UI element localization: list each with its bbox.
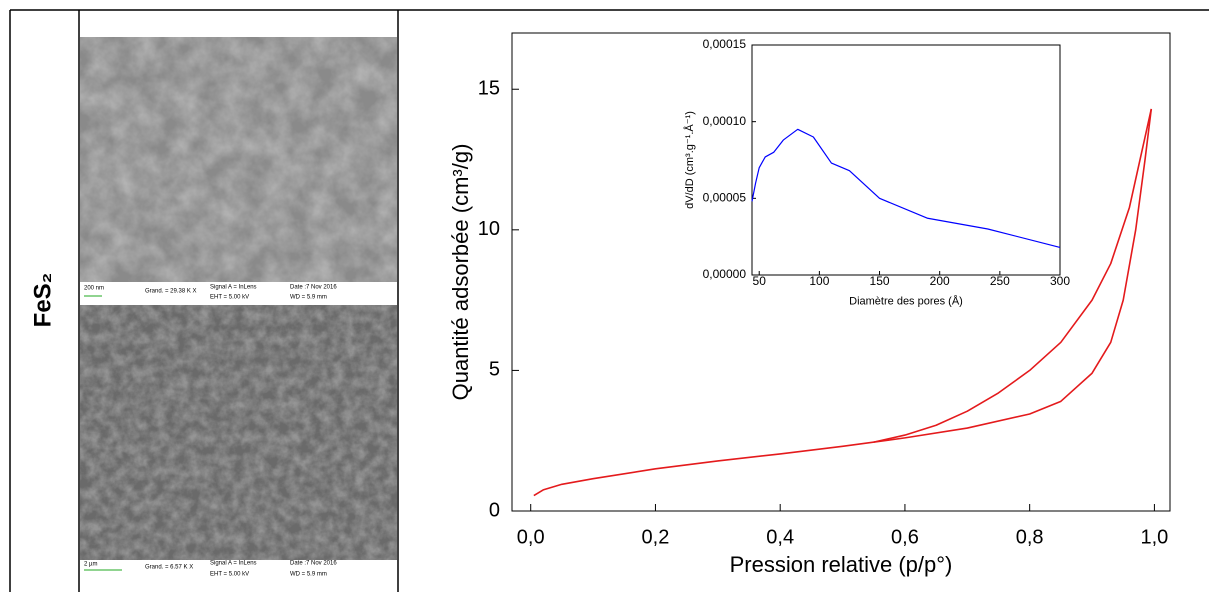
y-tick-label: 0,00005 (703, 191, 747, 205)
sem-date: Date :7 Nov 2016 (290, 285, 337, 291)
sem-mag: Grand. = 6.57 K X (145, 565, 193, 571)
x-axis-title: Pression relative (p/p°) (730, 552, 953, 577)
data-line (873, 108, 1153, 443)
x-tick-label: 0,4 (766, 526, 794, 548)
x-tick-label: 200 (930, 274, 950, 288)
x-tick-label: 0,6 (891, 526, 919, 548)
data-line (751, 128, 1061, 248)
sem-wd: WD = 5.9 mm (290, 295, 327, 301)
y-tick-label: 0,00000 (703, 267, 747, 281)
x-axis-title: Diamètre des pores (Å) (849, 294, 963, 307)
sem-image (80, 305, 397, 580)
y-tick-label: 0,00015 (703, 37, 747, 51)
sem-date: Date :7 Nov 2016 (290, 561, 337, 567)
x-tick-label: 0,0 (517, 526, 545, 548)
x-tick-label: 0,8 (1016, 526, 1044, 548)
plot-frame (511, 32, 1171, 512)
x-tick-label: 100 (809, 274, 829, 288)
sem-scale: 200 nm (84, 286, 104, 292)
sem-mag: Grand. = 29.38 K X (145, 289, 197, 295)
x-tick-label: 0,2 (642, 526, 670, 548)
x-tick-label: 300 (1050, 274, 1070, 288)
sem-image (80, 37, 397, 305)
y-axis-title: Quantité adsorbée (cm³/g) (448, 144, 473, 401)
y-tick-label: 10 (478, 218, 500, 240)
x-tick-label: 150 (870, 274, 890, 288)
x-tick-label: 250 (990, 274, 1010, 288)
row-label: FeS₂ (29, 273, 56, 328)
sem-wd: WD = 5.9 mm (290, 572, 327, 578)
plot-frame (751, 44, 1061, 276)
sem-info: 200 nm Grand. = 29.38 K X Signal A = InL… (84, 285, 337, 578)
y-tick-label: 15 (478, 78, 500, 100)
data-line (533, 108, 1153, 497)
table-borders (9, 9, 1209, 592)
sem-signal: Signal A = InLens (210, 285, 257, 291)
sem-scale: 2 µm (84, 562, 97, 568)
sem-signal: Signal A = InLens (210, 561, 257, 567)
y-tick-label: 0 (489, 499, 500, 521)
x-tick-label: 50 (753, 274, 767, 288)
x-tick-label: 1,0 (1141, 526, 1169, 548)
sem-eht: EHT = 5.00 kV (210, 572, 249, 578)
sem-eht: EHT = 5.00 kV (210, 295, 249, 301)
y-tick-label: 5 (489, 359, 500, 381)
y-tick-label: 0,00010 (703, 114, 747, 128)
y-axis-title: dV/dD (cm³.g⁻¹.Å⁻¹) (683, 111, 696, 209)
